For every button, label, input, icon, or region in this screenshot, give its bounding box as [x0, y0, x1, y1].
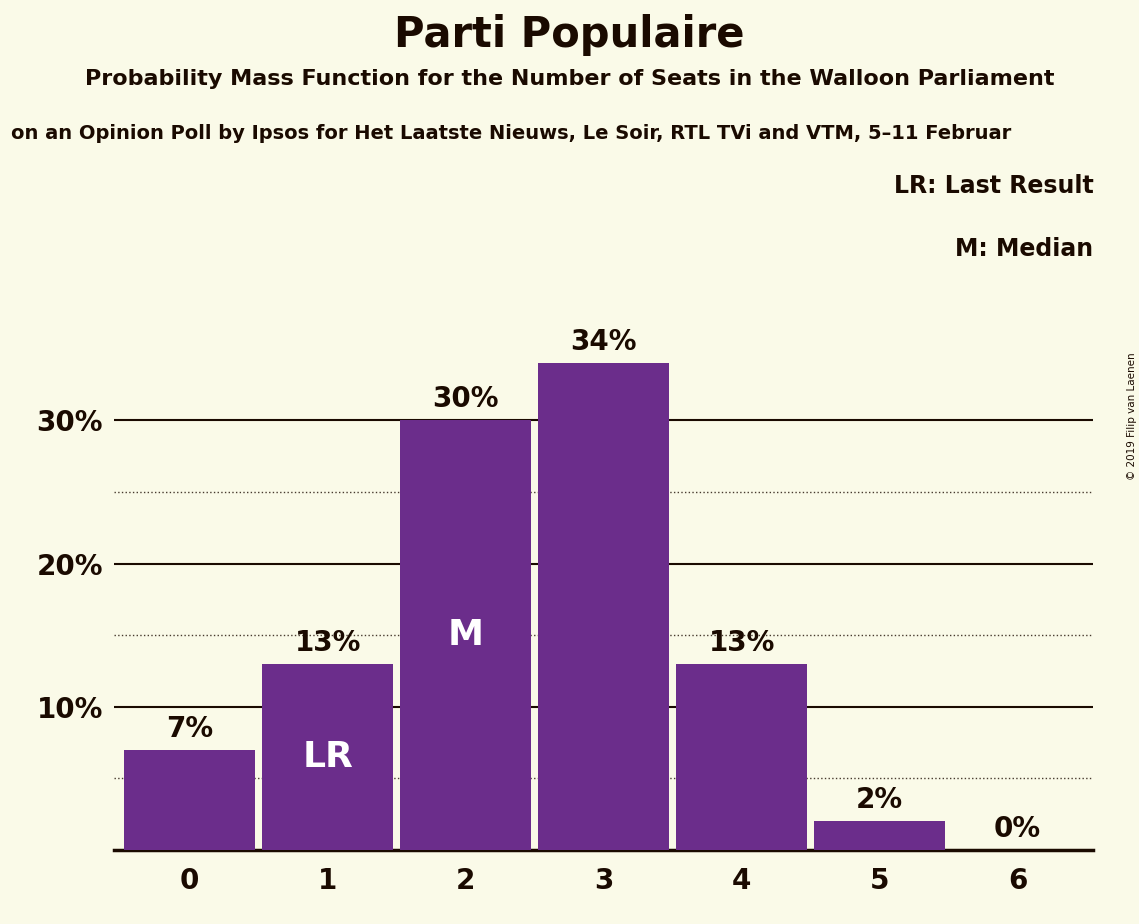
Text: 30%: 30%	[433, 385, 499, 413]
Bar	[677, 663, 808, 850]
Text: 34%: 34%	[571, 328, 637, 356]
Text: LR: Last Result: LR: Last Result	[894, 174, 1093, 198]
Text: 7%: 7%	[166, 714, 213, 743]
Text: M: M	[448, 618, 484, 652]
Text: on an Opinion Poll by Ipsos for Het Laatste Nieuws, Le Soir, RTL TVi and VTM, 5–: on an Opinion Poll by Ipsos for Het Laat…	[11, 124, 1011, 143]
Text: Probability Mass Function for the Number of Seats in the Walloon Parliament: Probability Mass Function for the Number…	[84, 69, 1055, 90]
Bar	[262, 663, 393, 850]
Text: 2%: 2%	[857, 786, 903, 814]
Bar	[124, 750, 255, 850]
Bar	[400, 420, 531, 850]
Text: LR: LR	[302, 740, 353, 774]
Text: © 2019 Filip van Laenen: © 2019 Filip van Laenen	[1126, 352, 1137, 480]
Text: Parti Populaire: Parti Populaire	[394, 14, 745, 55]
Bar	[538, 363, 670, 850]
Text: 13%: 13%	[708, 628, 775, 657]
Bar	[814, 821, 945, 850]
Text: 0%: 0%	[994, 815, 1041, 843]
Text: 13%: 13%	[295, 628, 361, 657]
Text: M: Median: M: Median	[956, 237, 1093, 261]
